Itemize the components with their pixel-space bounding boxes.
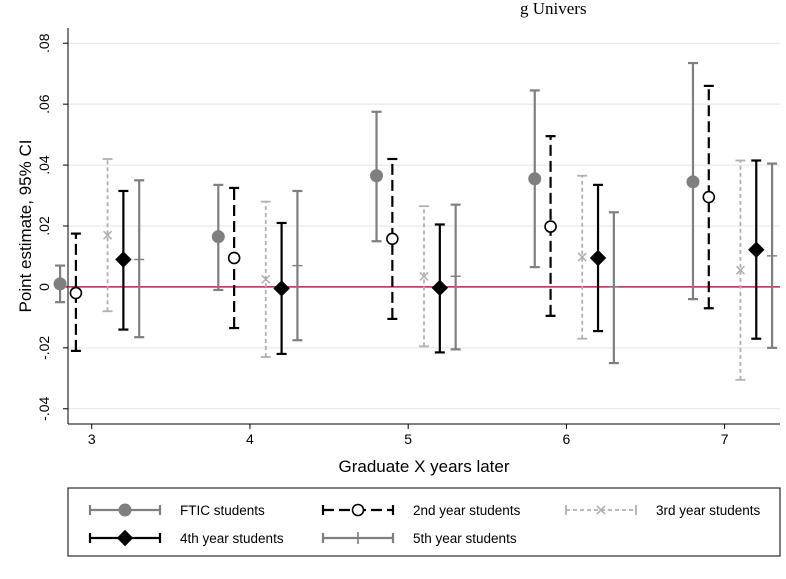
marker-stroke — [419, 271, 429, 281]
x-tick-label: 7 — [721, 431, 729, 447]
data-point — [577, 174, 588, 340]
point-marker — [686, 175, 700, 189]
data-point — [386, 157, 399, 321]
data-point — [702, 84, 716, 310]
data-point — [528, 89, 542, 269]
legend-item: 3rd year students — [565, 503, 761, 518]
y-tick-label: .08 — [36, 33, 52, 53]
legend-marker — [351, 503, 365, 517]
point-marker — [735, 265, 746, 275]
data-point — [53, 264, 67, 304]
data-point — [748, 159, 765, 340]
point-marker — [69, 286, 83, 300]
data-point — [370, 110, 384, 243]
data-point — [102, 158, 113, 313]
series-2 — [69, 84, 716, 352]
data-point — [589, 183, 607, 333]
point-marker — [211, 230, 225, 244]
point-marker — [115, 251, 132, 268]
y-tick-label: .02 — [36, 216, 52, 236]
x-tick-label: 3 — [88, 431, 96, 447]
point-marker — [528, 172, 542, 186]
x-tick-label: 6 — [563, 431, 571, 447]
data-point — [227, 186, 241, 330]
data-point — [211, 183, 225, 292]
legend-label: 4th year students — [180, 531, 284, 546]
point-marker — [227, 251, 241, 265]
legend-item: FTIC students — [88, 503, 265, 518]
point-marker — [702, 190, 716, 204]
legend-box — [67, 487, 781, 557]
legend-item: 4th year students — [88, 529, 284, 547]
legend-label: 2nd year students — [413, 503, 521, 518]
data-point — [735, 159, 746, 381]
data-point — [115, 189, 132, 331]
data-point — [260, 200, 271, 358]
marker-stroke — [596, 505, 606, 515]
legend-marker — [116, 529, 134, 547]
y-tick-label: .04 — [36, 155, 52, 175]
data-point — [686, 61, 700, 301]
data-point — [134, 179, 145, 339]
marker-stroke — [577, 252, 587, 262]
point-marker — [419, 271, 429, 281]
point-marker — [589, 249, 607, 267]
marker-stroke — [261, 274, 271, 284]
data-point — [292, 189, 303, 342]
point-marker — [261, 274, 271, 284]
point-marker — [370, 169, 384, 183]
legend-marker — [118, 503, 132, 517]
legend: FTIC students 2nd year students 3rd year s… — [88, 503, 761, 547]
point-marker — [577, 252, 587, 262]
x-tick-label: 4 — [246, 431, 254, 447]
y-tick-label: .06 — [36, 94, 52, 114]
legend-item: 2nd year students — [321, 503, 521, 518]
point-marker — [431, 279, 449, 297]
y-tick-label: -.02 — [36, 336, 52, 360]
legend-marker — [596, 505, 606, 515]
marker-stroke — [102, 230, 113, 240]
y-axis-title: Point estimate, 95% CI — [16, 140, 35, 313]
x-tick-label: 5 — [404, 431, 412, 447]
legend-item: 5th year students — [321, 531, 517, 546]
point-marker — [386, 232, 399, 246]
series-3 — [102, 158, 746, 381]
chart-title: g Univers — [520, 0, 587, 18]
point-marker — [102, 230, 113, 240]
legend-label: FTIC students — [180, 503, 265, 518]
data-point — [69, 232, 83, 352]
point-marker — [748, 241, 765, 258]
data-point — [450, 203, 461, 351]
data-point — [273, 221, 290, 356]
data-point — [767, 162, 778, 349]
point-marker — [273, 280, 290, 297]
y-tick-label: -.04 — [36, 396, 52, 420]
marker-stroke — [735, 265, 746, 275]
legend-label: 3rd year students — [656, 503, 761, 518]
axes: .08 .06 .04 .02 0 -.02 -.04 3 4 5 6 7 — [36, 28, 780, 447]
point-marker — [53, 277, 67, 291]
series-5 — [134, 162, 778, 365]
legend-label: 5th year students — [413, 531, 517, 546]
data-point — [544, 135, 557, 317]
data-point — [431, 223, 449, 354]
series-group — [53, 61, 778, 381]
data-point — [419, 205, 429, 348]
point-marker — [544, 220, 557, 233]
data-point — [608, 211, 619, 365]
series-4 — [115, 159, 765, 356]
series-1 — [53, 61, 700, 304]
y-tick-label: 0 — [36, 283, 52, 291]
x-axis-title: Graduate X years later — [338, 457, 509, 476]
